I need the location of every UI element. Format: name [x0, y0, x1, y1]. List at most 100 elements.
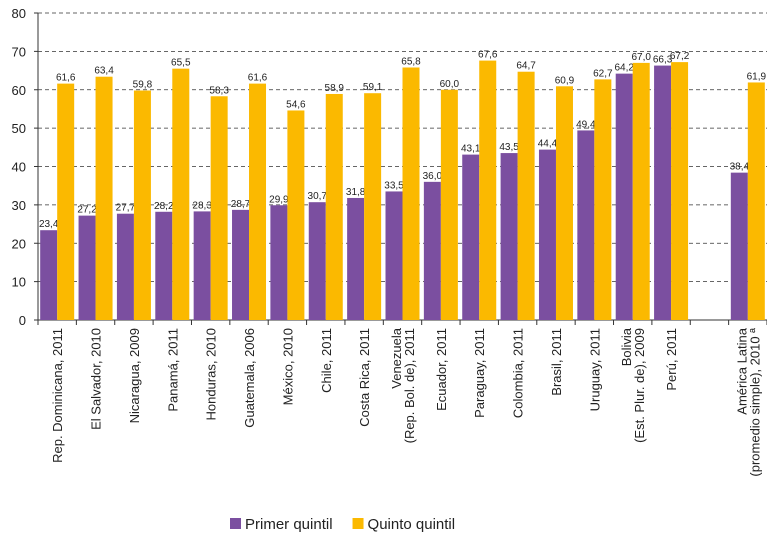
- x-tick-label: Colombia, 2011: [511, 328, 526, 418]
- x-tick-label: Honduras, 2010: [204, 328, 219, 421]
- x-tick-label: Venezuela(Rep. Bol. de), 2011: [389, 327, 417, 443]
- bar: [594, 79, 612, 320]
- value-label: 54,6: [286, 99, 306, 110]
- x-tick-label: Ecuador, 2011: [434, 328, 449, 411]
- value-label: 31,8: [346, 187, 366, 198]
- bar: [462, 154, 480, 320]
- value-label: 38,4: [730, 162, 750, 173]
- value-label: 67,2: [670, 51, 690, 62]
- bar: [308, 202, 326, 320]
- y-tick-label: 70: [12, 44, 26, 59]
- x-tick-label: Panamá, 2011: [165, 328, 180, 412]
- value-label: 29,9: [269, 194, 289, 205]
- value-label: 60,9: [555, 75, 575, 86]
- bar: [423, 181, 441, 320]
- bar: [287, 110, 305, 320]
- y-tick-label: 50: [12, 121, 26, 136]
- value-label: 64,7: [516, 61, 536, 72]
- value-label: 27,2: [77, 205, 97, 216]
- value-label: 58,3: [209, 85, 229, 96]
- bar: [193, 211, 211, 320]
- value-label: 43,5: [499, 142, 519, 153]
- bar: [479, 60, 497, 321]
- x-tick-label: Rep. Dominicana, 2011: [50, 328, 65, 463]
- x-tick-label: Bolivia(Est. Plur. de), 2009: [619, 327, 647, 443]
- value-label: 61,6: [248, 73, 268, 84]
- x-tick-label: Paraguay, 2011: [472, 328, 487, 418]
- value-label: 27,7: [116, 203, 136, 214]
- y-tick-label: 30: [12, 198, 26, 213]
- value-label: 23,4: [39, 219, 59, 230]
- legend-swatch: [352, 518, 364, 529]
- y-tick-label: 0: [19, 313, 26, 328]
- bar: [615, 73, 633, 320]
- value-label: 63,4: [94, 66, 114, 77]
- bar: [654, 65, 672, 320]
- bar: [555, 86, 573, 320]
- bar: [364, 93, 382, 320]
- value-label: 44,4: [538, 139, 558, 150]
- value-label: 59,1: [363, 82, 383, 93]
- x-tick-label: Chile, 2011: [319, 328, 334, 393]
- y-tick-label: 40: [12, 160, 26, 175]
- bar: [632, 62, 650, 320]
- bar: [116, 213, 134, 320]
- y-tick-label: 80: [12, 6, 26, 21]
- legend-label: Quinto quintil: [368, 516, 456, 533]
- bar: [40, 230, 58, 320]
- bar: [577, 130, 595, 320]
- x-tick-label: América Latina(promedio simple), 2010 ª: [734, 327, 762, 476]
- bar: [232, 209, 250, 320]
- x-tick-label: México, 2010: [280, 328, 295, 405]
- bar: [95, 76, 113, 320]
- bar: [517, 71, 535, 321]
- bar: [172, 68, 190, 320]
- bar: [347, 197, 365, 320]
- x-tick-label: Nicaragua, 2009: [127, 328, 142, 423]
- value-label: 28,7: [231, 199, 251, 210]
- x-tick-label: Perú, 2011: [664, 328, 679, 391]
- value-label: 49,4: [576, 119, 596, 130]
- value-label: 62,7: [593, 68, 613, 79]
- value-label: 67,0: [631, 52, 651, 63]
- bar: [500, 153, 518, 320]
- x-tick-label: Guatemala, 2006: [242, 328, 257, 428]
- value-label: 28,3: [192, 200, 212, 211]
- value-label: 61,9: [747, 71, 767, 82]
- bar: [133, 90, 151, 320]
- value-label: 36,0: [423, 171, 443, 182]
- x-tick-label: Uruguay, 2011: [587, 328, 602, 411]
- value-label: 58,9: [325, 83, 345, 94]
- bar: [155, 211, 173, 320]
- x-tick-label: El Salvador, 2010: [89, 328, 104, 430]
- y-tick-label: 10: [12, 275, 26, 290]
- value-label: 59,8: [133, 80, 153, 91]
- legend-swatch: [230, 518, 241, 529]
- value-label: 65,8: [401, 56, 421, 67]
- bar: [210, 96, 228, 321]
- x-tick-label: Brasil, 2011: [549, 328, 564, 396]
- value-label: 66,3: [653, 55, 673, 66]
- y-tick-label: 60: [12, 83, 26, 98]
- bar: [325, 93, 343, 320]
- bar: [440, 89, 458, 320]
- bar: [57, 83, 75, 320]
- value-label: 30,7: [308, 191, 328, 202]
- value-label: 61,6: [56, 73, 76, 84]
- bar: [402, 67, 420, 321]
- bar: [270, 205, 288, 320]
- bar: [249, 83, 267, 320]
- bar: [671, 62, 689, 321]
- legend-label: Primer quintil: [245, 516, 333, 533]
- value-label: 64,2: [614, 63, 634, 74]
- value-label: 28,2: [154, 201, 174, 212]
- x-tick-label: Costa Rica, 2011: [357, 328, 372, 427]
- bar: [730, 172, 748, 320]
- y-tick-label: 20: [12, 236, 26, 251]
- value-label: 33,5: [384, 180, 404, 191]
- value-label: 43,1: [461, 144, 481, 155]
- bar: [538, 149, 556, 320]
- value-label: 65,5: [171, 58, 191, 69]
- bar: [78, 215, 96, 320]
